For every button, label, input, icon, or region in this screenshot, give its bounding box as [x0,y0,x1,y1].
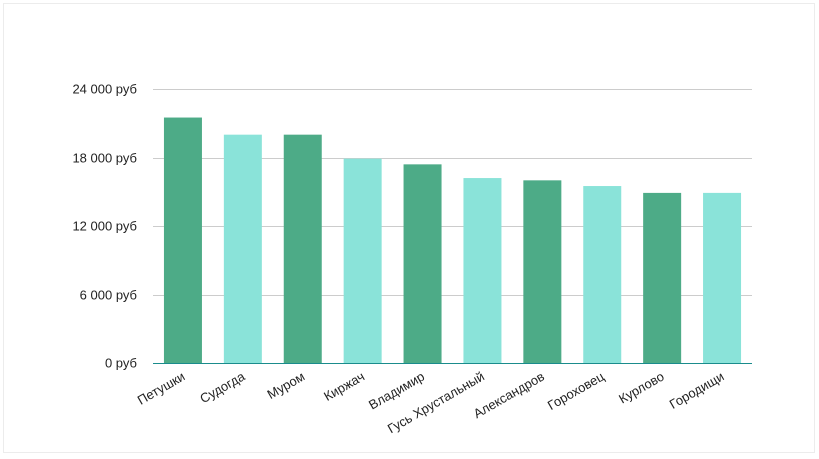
bar-5 [463,178,502,363]
bar-7 [583,186,622,363]
y-tick-label: 6 000 руб [80,288,137,303]
bars [163,117,742,364]
bar-0 [163,117,202,364]
y-tick-label: 24 000 руб [72,82,137,97]
bar-6 [523,180,562,363]
bar-4 [403,164,442,363]
x-category-label: Курлово [616,369,667,407]
x-category-label: Городищи [667,369,727,412]
bar-9 [703,192,742,363]
bar-2 [283,134,322,363]
y-axis-tick-labels: 0 руб 6 000 руб 12 000 руб 18 000 руб 24 000… [72,82,137,371]
x-category-label: Муром [264,369,307,402]
y-tick-label: 18 000 руб [72,151,137,166]
bar-1 [223,134,262,363]
y-tick-label: 12 000 руб [72,219,137,234]
x-category-label: Гороховец [545,368,607,413]
bar-8 [643,192,682,363]
x-category-label: Судогда [197,368,248,406]
x-category-label: Киржач [321,369,367,404]
y-tick-label: 0 руб [105,356,137,371]
x-category-label: Петушки [135,369,188,408]
bar-3 [343,158,382,363]
